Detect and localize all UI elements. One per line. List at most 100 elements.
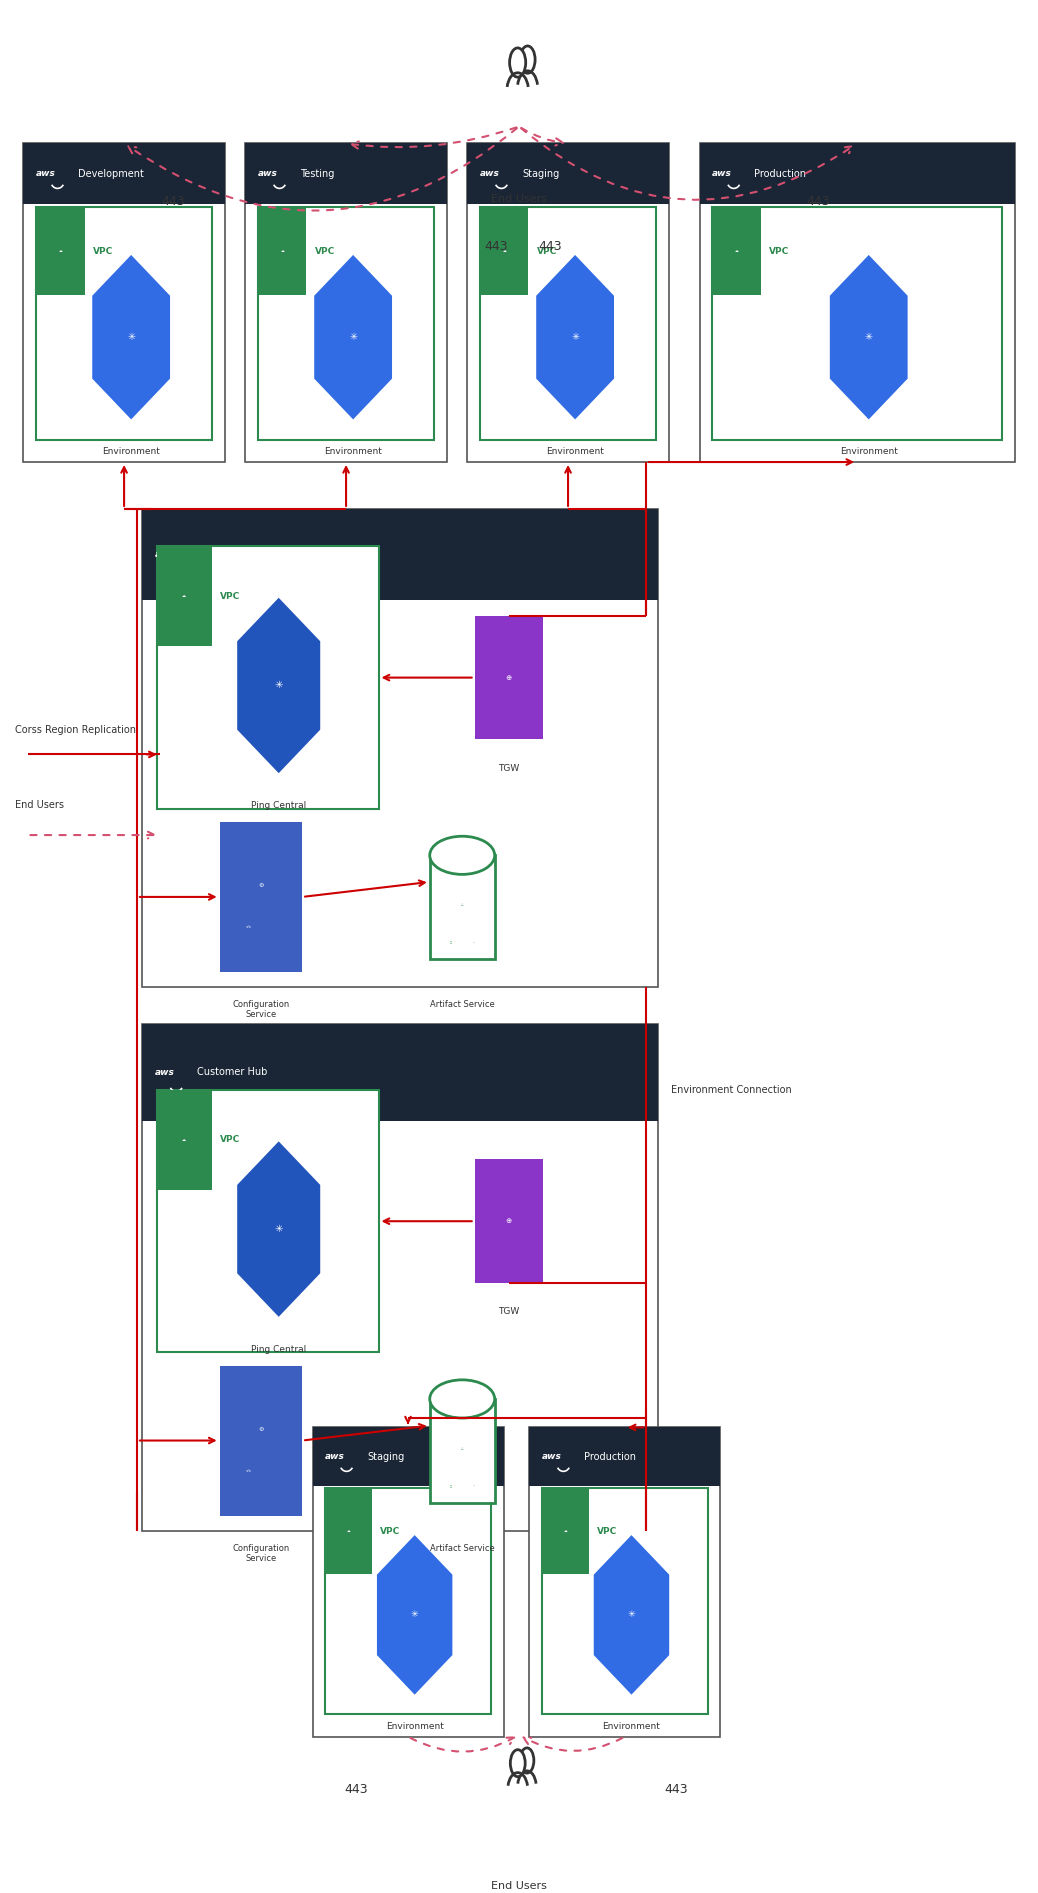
Text: Corss Region Replication: Corss Region Replication (16, 725, 136, 734)
Text: Environment: Environment (546, 447, 604, 456)
Text: △: △ (461, 901, 464, 907)
Text: △: △ (461, 1446, 464, 1450)
Text: Production: Production (584, 1452, 636, 1461)
Text: ⊕: ⊕ (506, 1219, 512, 1225)
Bar (36, 206, 213, 439)
Text: ✳: ✳ (274, 1225, 283, 1234)
FancyArrowPatch shape (30, 831, 155, 839)
Text: ⚙: ⚙ (258, 1427, 264, 1431)
Bar (142, 1024, 658, 1531)
Text: Customer Hub: Customer Hub (197, 1068, 267, 1077)
Text: Production: Production (755, 168, 807, 178)
Text: Testing: Testing (300, 168, 334, 178)
Text: 443: 443 (161, 195, 185, 208)
Bar (430, 1399, 495, 1503)
Text: VPC: VPC (769, 246, 789, 256)
Text: ⚙: ⚙ (258, 884, 264, 888)
Text: Environment Connection: Environment Connection (671, 1085, 792, 1096)
Text: Environment: Environment (602, 1723, 660, 1732)
Text: VPC: VPC (220, 593, 240, 600)
Text: aws: aws (325, 1452, 345, 1461)
Text: TGW: TGW (498, 765, 519, 772)
Text: ☁: ☁ (58, 250, 62, 254)
Text: Staging: Staging (522, 168, 559, 178)
Text: </>: </> (245, 926, 251, 929)
Text: ☁: ☁ (182, 1138, 186, 1141)
Circle shape (511, 1749, 525, 1778)
Bar (467, 144, 668, 462)
Bar (474, 1159, 543, 1283)
Text: Artifact Service: Artifact Service (430, 1000, 494, 1009)
Bar (312, 1427, 503, 1486)
FancyArrowPatch shape (351, 127, 516, 148)
Bar (529, 1427, 720, 1486)
Text: □: □ (449, 941, 452, 943)
Text: ✳: ✳ (865, 331, 873, 343)
Text: VPC: VPC (537, 246, 557, 256)
Text: VPC: VPC (380, 1528, 401, 1535)
Bar (712, 206, 1002, 439)
Text: aws: aws (155, 1068, 174, 1077)
Bar (542, 1488, 589, 1575)
FancyArrowPatch shape (410, 1738, 515, 1751)
Text: ✳: ✳ (349, 331, 357, 343)
Bar (257, 206, 434, 439)
Text: Artifact Service: Artifact Service (430, 1543, 494, 1552)
Bar (220, 822, 302, 971)
Text: aws: aws (36, 168, 56, 178)
Text: Staging: Staging (367, 1452, 405, 1461)
Bar (474, 615, 543, 740)
Text: VPC: VPC (92, 246, 113, 256)
Text: ☁: ☁ (182, 594, 186, 598)
Text: ✳: ✳ (274, 680, 283, 691)
Bar (700, 144, 1014, 204)
Text: aws: aws (257, 168, 278, 178)
Text: ⊕: ⊕ (506, 674, 512, 681)
Bar (542, 1488, 708, 1715)
Text: ✳: ✳ (127, 331, 135, 343)
Bar (529, 1427, 720, 1736)
Text: </>: </> (245, 1469, 251, 1473)
Text: Environment: Environment (840, 447, 898, 456)
Bar (142, 1024, 658, 1121)
Text: 443: 443 (345, 1783, 368, 1796)
Text: aws: aws (712, 168, 732, 178)
Circle shape (510, 47, 525, 78)
FancyArrowPatch shape (521, 129, 563, 146)
Bar (142, 509, 658, 986)
Bar (157, 1090, 379, 1352)
Bar (157, 547, 379, 808)
Text: aws: aws (480, 168, 499, 178)
Text: Environment: Environment (386, 1723, 443, 1732)
Bar (245, 144, 446, 462)
Text: ☁: ☁ (502, 250, 506, 254)
FancyArrowPatch shape (129, 129, 517, 210)
Bar (312, 1427, 503, 1736)
Bar (712, 206, 761, 295)
Text: ☁: ☁ (347, 1530, 350, 1533)
Text: VPC: VPC (597, 1528, 618, 1535)
Bar (24, 144, 225, 462)
Ellipse shape (430, 1380, 495, 1418)
Bar (36, 206, 84, 295)
Text: 443: 443 (485, 240, 508, 254)
Text: End Users: End Users (491, 1882, 547, 1891)
FancyArrowPatch shape (521, 129, 853, 201)
Bar (245, 144, 446, 204)
Bar (480, 206, 656, 439)
Text: Configuration
Service: Configuration Service (233, 1543, 290, 1564)
Text: ✳: ✳ (628, 1611, 635, 1619)
Text: ☁: ☁ (280, 250, 284, 254)
Text: End Users: End Users (491, 193, 547, 204)
Text: Environment: Environment (324, 447, 382, 456)
Text: □: □ (449, 1484, 452, 1486)
Text: ☁: ☁ (735, 250, 738, 254)
Text: Development: Development (78, 168, 144, 178)
Text: aws: aws (542, 1452, 562, 1461)
Bar (325, 1488, 491, 1715)
Text: ☁: ☁ (564, 1530, 567, 1533)
Bar (157, 1090, 212, 1189)
Text: Environment: Environment (102, 447, 160, 456)
Text: TGW: TGW (498, 1308, 519, 1316)
Text: ✳: ✳ (571, 331, 579, 343)
